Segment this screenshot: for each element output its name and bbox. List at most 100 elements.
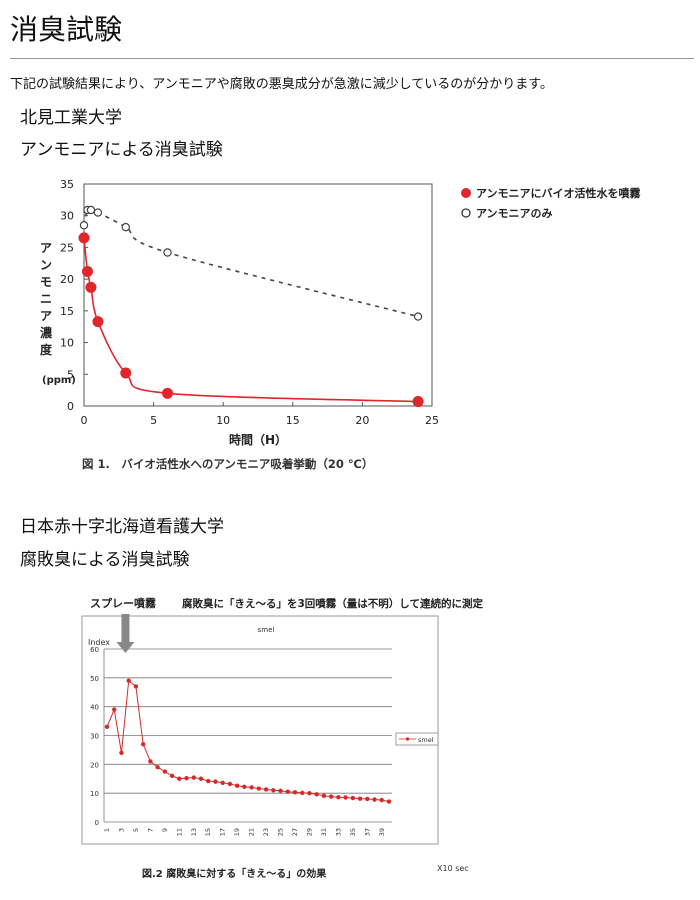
legend-marker-ammonia-only — [461, 208, 471, 218]
data-point-smel — [162, 769, 168, 774]
legend-marker-bio-water — [461, 188, 471, 198]
y-axis-label-char: モ — [40, 275, 52, 289]
x-tick-label: 23 — [262, 828, 270, 836]
data-point-smel — [256, 786, 262, 791]
data-point-smel — [292, 790, 298, 795]
x-tick-label: 13 — [190, 828, 198, 836]
y-axis-label-char: 濃 — [40, 325, 53, 340]
legend-label-bio-water: アンモニアにバイオ活性水を噴霧 — [476, 186, 642, 200]
x-tick-label: 15 — [286, 414, 300, 427]
y-tick-label: 5 — [67, 368, 74, 381]
data-point-smel — [350, 795, 356, 801]
series-line-ammonia-only — [83, 208, 419, 318]
x-tick-label: 29 — [305, 828, 313, 836]
arrow-head — [116, 642, 135, 653]
y-tick-label: 30 — [60, 210, 74, 223]
data-point-smel — [328, 794, 334, 799]
data-point-smel — [271, 788, 276, 793]
data-point-smel — [249, 785, 254, 790]
y-tick-label: 35 — [60, 178, 74, 191]
data-point-smel — [336, 795, 341, 800]
legend-label: smel — [418, 736, 434, 744]
y-tick-label: 40 — [90, 704, 99, 712]
data-point-smel — [314, 792, 319, 797]
chart-header-title: 腐敗臭に「きえ〜る」を3回噴霧（量は不明）して連続的に測定 — [182, 597, 483, 610]
figure-caption: 図.2 腐敗臭に対する「きえ〜る」の効果 — [142, 867, 327, 880]
y-axis-label-char: ア — [40, 241, 52, 255]
x-tick-label: 5 — [132, 828, 140, 832]
y-axis-label: Index — [88, 638, 110, 647]
x-tick-label: 35 — [349, 828, 357, 836]
figure-caption: 図 1. バイオ活性水へのアンモニア吸着挙動（20 ℃） — [82, 457, 373, 471]
data-point-smel — [184, 775, 189, 781]
data-point-smel — [140, 741, 146, 747]
y-axis-label-char: ン — [40, 258, 52, 272]
data-point-smel — [133, 684, 139, 689]
x-tick-label: 15 — [204, 828, 212, 836]
data-point-smel — [191, 775, 196, 780]
x-tick-label: 31 — [320, 828, 328, 836]
x-tick-label: 10 — [216, 414, 230, 427]
data-point-smel — [104, 724, 110, 730]
legend-box — [395, 732, 439, 746]
y-tick-label: 10 — [60, 337, 74, 350]
data-point-smel — [343, 795, 348, 800]
data-point-smel — [372, 797, 377, 802]
y-tick-label: 10 — [90, 790, 99, 798]
data-point-smel — [126, 678, 131, 683]
y-tick-label: 0 — [95, 819, 99, 827]
plot-frame — [83, 183, 433, 407]
y-axis-label-char: ニ — [40, 292, 52, 306]
x-tick-label: 25 — [277, 828, 285, 836]
x-tick-label: 21 — [248, 828, 256, 836]
data-point-bio-water — [81, 266, 93, 278]
data-point-smel — [379, 797, 384, 803]
data-point-bio-water — [85, 281, 97, 293]
data-point-smel — [386, 799, 392, 804]
x-tick-label: 25 — [425, 414, 439, 427]
x-tick-label: 11 — [175, 828, 183, 836]
data-point-smel — [307, 790, 312, 796]
data-point-smel — [119, 750, 124, 755]
data-point-bio-water — [78, 232, 90, 244]
data-point-smel — [112, 707, 117, 712]
x-tick-label: 9 — [161, 828, 169, 832]
x-tick-label: 17 — [219, 828, 227, 836]
y-tick-label: 15 — [60, 305, 74, 318]
data-point-smel — [300, 790, 305, 796]
putrid-odor-chart: スプレー噴霧 腐敗臭に「きえ〜る」を3回噴霧（量は不明）して連続的に測定 smel I… — [81, 596, 483, 880]
data-point-bio-water — [120, 367, 132, 379]
institution-redcross: 日本赤十字北海道看護大学 — [20, 517, 224, 537]
arrow-shaft — [121, 614, 130, 642]
data-point-ammonia-only — [79, 221, 89, 230]
data-point-smel — [155, 765, 160, 770]
x-tick-label: 37 — [363, 828, 371, 836]
data-point-ammonia-only — [413, 312, 423, 321]
x-tick-label: 0 — [81, 414, 88, 427]
y-tick-label: 25 — [60, 241, 74, 254]
x-tick-label: 5 — [150, 414, 157, 427]
data-point-ammonia-only — [163, 248, 172, 257]
data-point-smel — [206, 778, 211, 784]
test-title-ammonia: アンモニアによる消臭試験 — [20, 140, 223, 160]
data-point-ammonia-only — [93, 208, 103, 217]
data-point-smel — [278, 788, 283, 794]
data-point-smel — [220, 780, 225, 785]
y-axis-label-char: ア — [40, 309, 52, 323]
data-point-smel — [263, 787, 269, 792]
y-axis-label-char: 度 — [40, 342, 53, 357]
intro-text: 下記の試験結果により、アンモニアや腐敗の悪臭成分が急激に減少しているのが分かりま… — [10, 77, 554, 92]
x-axis-label: 時間（H） — [229, 432, 287, 447]
x-tick-label: 1 — [103, 828, 111, 832]
data-point-smel — [242, 784, 247, 790]
plot-title: smel — [258, 626, 275, 634]
data-point-smel — [227, 781, 233, 787]
legend-label-ammonia-only: アンモニアのみ — [476, 207, 553, 220]
x-tick-label: 27 — [291, 828, 299, 836]
series-line-smel — [106, 679, 390, 803]
y-tick-label: 50 — [90, 675, 99, 683]
x-tick-label: 33 — [334, 828, 342, 836]
x-tick-label: 3 — [117, 828, 125, 832]
data-point-ammonia-only — [121, 222, 130, 232]
